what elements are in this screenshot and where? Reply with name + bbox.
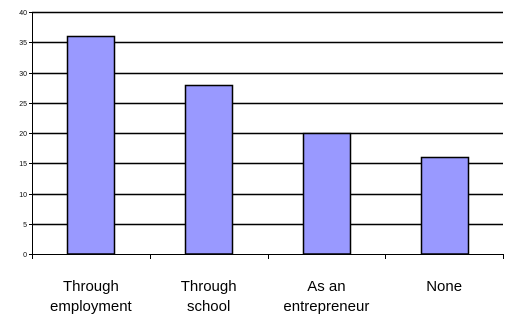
- y-tick-label: 25: [19, 101, 27, 108]
- bar-2: [302, 132, 352, 255]
- x-category-label: None: [426, 278, 462, 295]
- y-tick-label: 5: [23, 222, 27, 229]
- x-category-label: As an: [307, 278, 345, 295]
- y-tick-label: 10: [19, 192, 27, 199]
- axis-labels: 0 5 10 15 20 25 30 35 40 Through employment Through…: [19, 10, 462, 315]
- bars: [66, 35, 470, 255]
- y-tick-label: 20: [19, 131, 27, 138]
- y-tick-label: 40: [19, 10, 27, 17]
- y-tick-label: 15: [19, 161, 27, 168]
- bar-0: [66, 35, 116, 255]
- bar-1: [184, 84, 234, 255]
- x-category-label: Through: [181, 278, 237, 295]
- x-category-label: employment: [50, 298, 133, 315]
- x-category-label: entrepreneur: [283, 298, 369, 315]
- x-category-label: school: [187, 298, 230, 315]
- y-tick-label: 30: [19, 71, 27, 78]
- y-tick-label: 0: [23, 252, 27, 259]
- y-tick-label: 35: [19, 40, 27, 47]
- bar-3: [420, 156, 470, 255]
- axes: [29, 12, 504, 259]
- x-category-label: Through: [63, 278, 119, 295]
